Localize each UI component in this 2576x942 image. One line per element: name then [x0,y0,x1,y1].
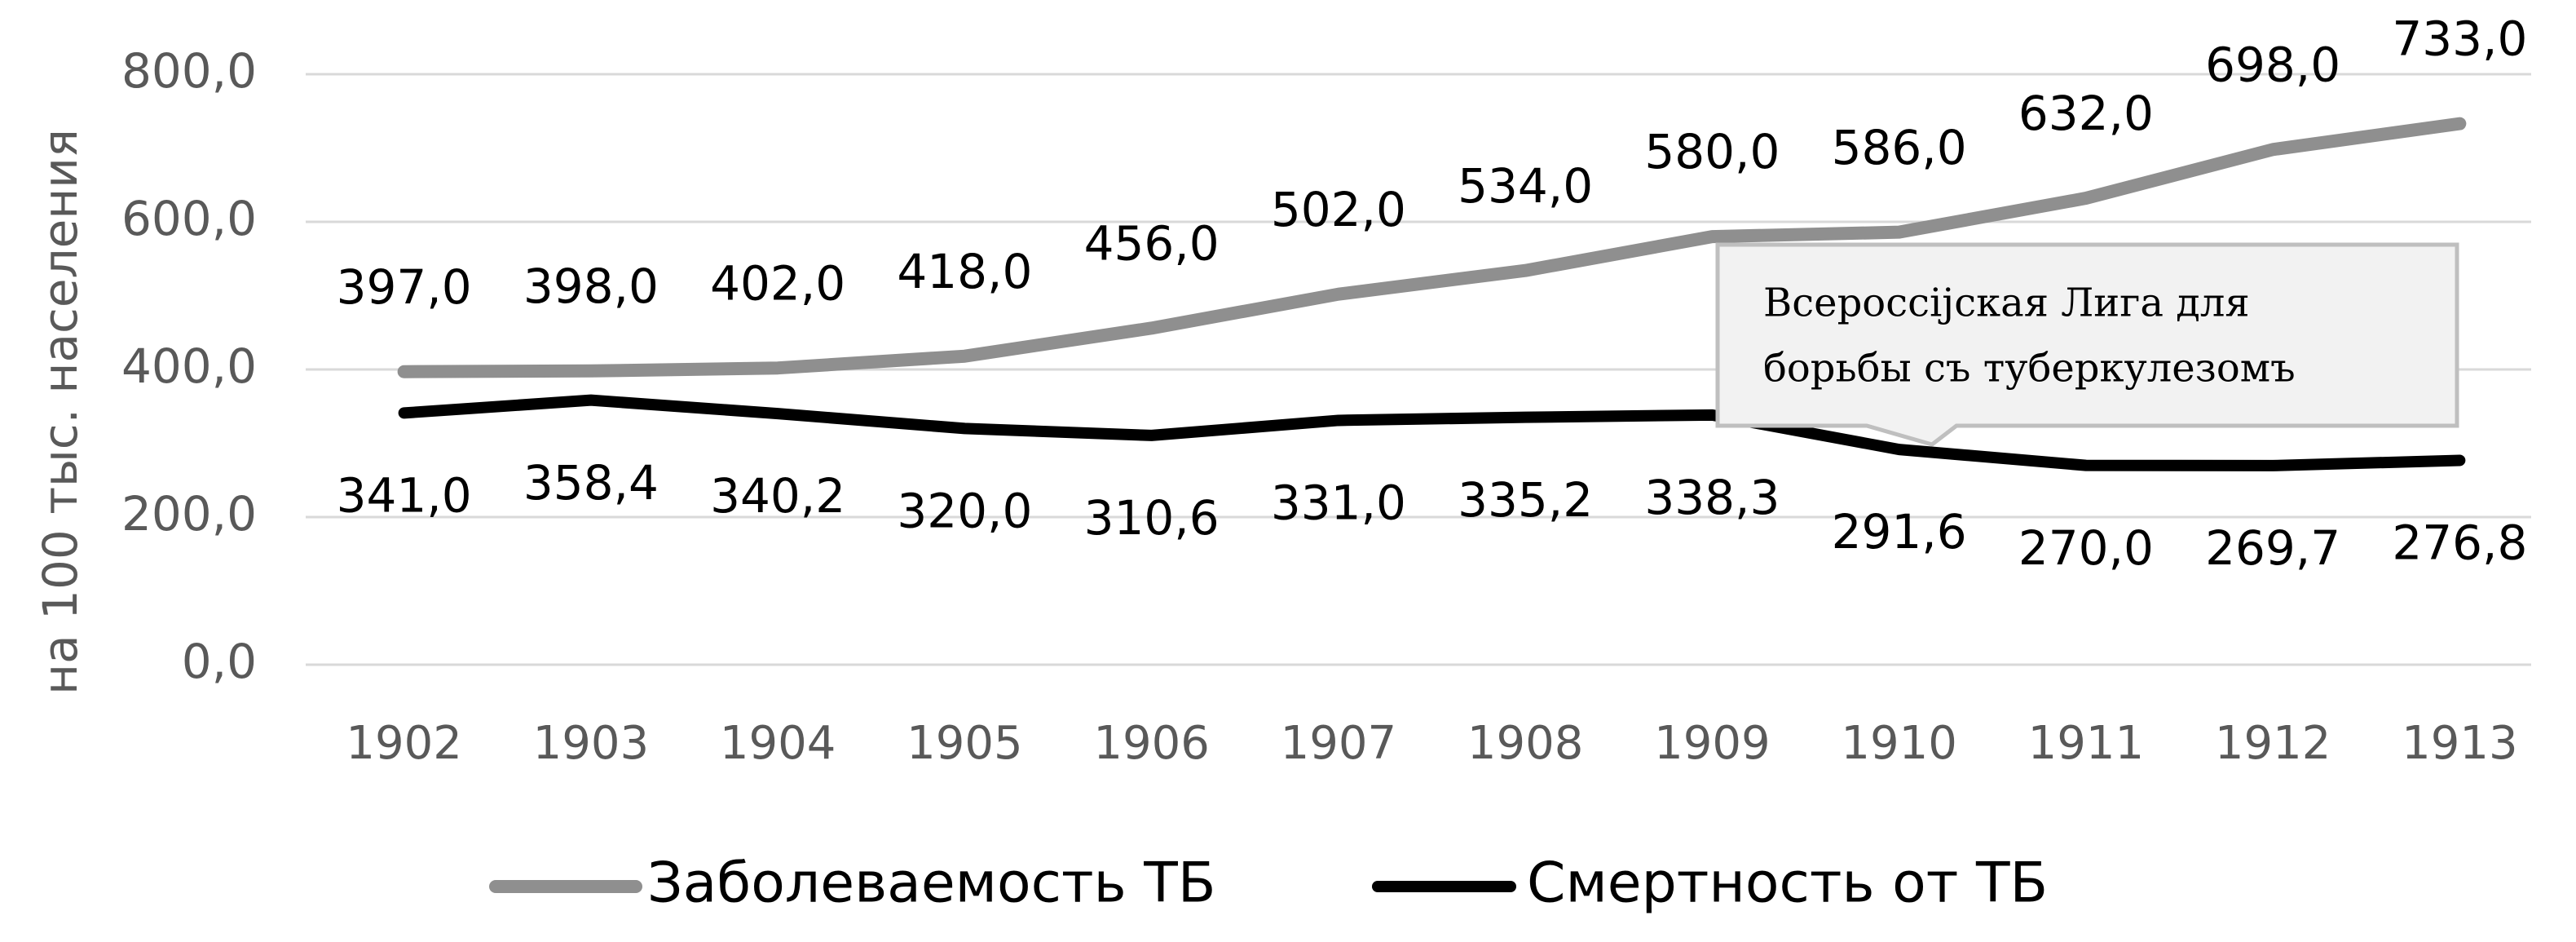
x-tick-label: 1903 [533,717,650,770]
data-label: 580,0 [1644,124,1780,179]
data-label: 291,6 [1832,504,1967,559]
y-axis-title: на 100 тыс. населения [33,129,88,695]
x-tick-label: 1909 [1654,717,1771,770]
y-tick-label: 400,0 [121,338,257,394]
data-label: 338,3 [1644,470,1780,525]
annotation-text: борьбы съ туберкулезомъ [1763,346,2296,391]
x-tick-label: 1906 [1093,717,1210,770]
data-label: 310,6 [1084,490,1220,546]
annotation-text: Всероссiјская Лига для [1763,281,2250,326]
x-tick-label: 1910 [1841,717,1957,770]
legend-label: Заболеваемость ТБ [647,851,1215,916]
legend-label: Смертность от ТБ [1527,851,2048,916]
x-tick-label: 1908 [1467,717,1584,770]
data-label: 402,0 [710,255,845,311]
data-label: 586,0 [1832,120,1967,175]
x-tick-label: 1904 [720,717,836,770]
x-tick-label: 1911 [2028,717,2145,770]
data-label: 270,0 [2018,520,2154,576]
data-label: 632,0 [2018,86,2154,141]
series-line [398,394,2466,471]
data-label: 534,0 [1458,158,1593,214]
data-label: 320,0 [897,484,1032,539]
x-tick-label: 1905 [906,717,1023,770]
data-label: 502,0 [1271,182,1406,237]
y-tick-label: 200,0 [121,486,257,542]
data-label: 331,0 [1271,475,1406,531]
x-tick-label: 1902 [346,717,462,770]
x-tick-label: 1912 [2215,717,2331,770]
data-label: 398,0 [523,259,659,314]
y-tick-label: 0,0 [182,634,257,689]
data-label: 456,0 [1084,215,1220,271]
annotation-box [1715,242,2459,447]
data-label: 340,2 [710,468,845,524]
y-tick-label: 800,0 [121,43,257,99]
data-label: 341,0 [337,468,472,524]
data-label: 733,0 [2392,11,2527,67]
data-label: 335,2 [1458,472,1593,528]
series-line [397,117,2467,378]
x-tick-label: 1913 [2402,717,2518,770]
data-label: 698,0 [2205,37,2340,92]
data-label: 276,8 [2392,515,2527,571]
data-label: 418,0 [897,244,1032,299]
x-tick-label: 1907 [1281,717,1397,770]
y-tick-label: 600,0 [121,191,257,246]
data-label: 269,7 [2205,520,2340,576]
data-label: 358,4 [523,455,659,511]
data-label: 397,0 [337,259,472,315]
